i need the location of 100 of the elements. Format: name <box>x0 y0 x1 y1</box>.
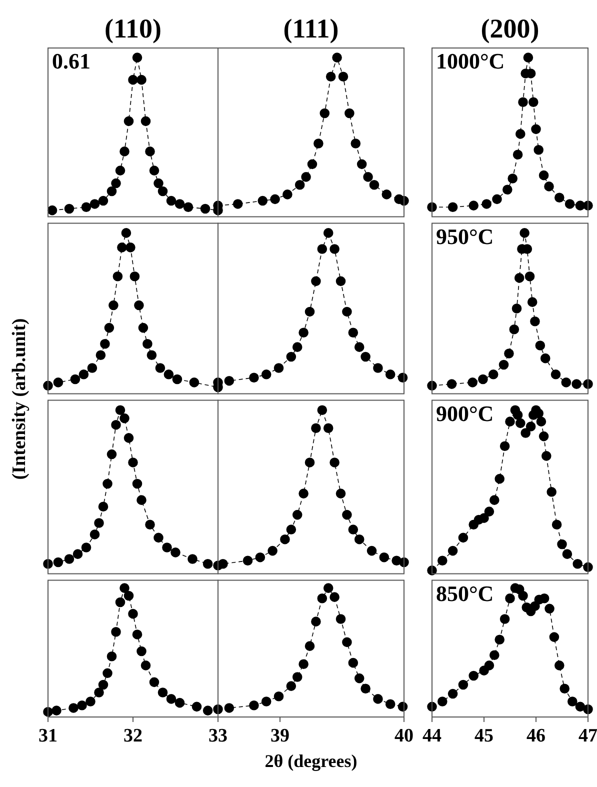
point <box>332 52 342 62</box>
point <box>149 166 160 176</box>
point <box>330 458 340 468</box>
point <box>154 178 164 188</box>
point <box>124 116 134 126</box>
x-tick-label: 31 <box>38 725 58 746</box>
point <box>98 680 108 690</box>
point <box>282 190 292 200</box>
point <box>172 374 182 384</box>
point <box>286 524 296 534</box>
point <box>138 322 148 333</box>
point <box>518 97 528 108</box>
point <box>562 549 572 559</box>
point <box>354 673 364 684</box>
point <box>494 474 504 484</box>
point <box>121 228 132 238</box>
annotation: 950°C <box>436 224 494 249</box>
point <box>192 702 202 712</box>
point <box>572 558 582 569</box>
point <box>158 186 168 196</box>
point <box>500 614 510 624</box>
point <box>94 688 104 698</box>
point <box>94 518 104 528</box>
x-tick-label: 44 <box>422 725 442 746</box>
point <box>561 378 572 388</box>
point <box>342 637 352 648</box>
point <box>557 539 567 550</box>
x-axis-title: 2θ (degrees) <box>264 750 358 771</box>
point <box>317 405 328 416</box>
point <box>130 271 140 282</box>
point <box>202 706 213 716</box>
point <box>311 423 321 434</box>
point <box>516 418 526 428</box>
point <box>200 204 210 214</box>
point <box>382 190 392 200</box>
point <box>534 144 544 155</box>
point <box>304 641 315 651</box>
point <box>575 702 586 712</box>
point <box>158 688 168 698</box>
point <box>336 614 346 624</box>
point <box>317 244 328 254</box>
x-tick-label: 47 <box>578 725 597 746</box>
point <box>81 202 92 212</box>
point <box>142 338 152 349</box>
point <box>311 616 321 626</box>
point <box>549 632 560 642</box>
point <box>379 552 390 562</box>
point <box>538 431 549 442</box>
point <box>112 271 123 282</box>
point <box>363 172 373 182</box>
point <box>518 590 528 601</box>
point <box>344 108 354 118</box>
chart-title: (110) <box>104 13 162 44</box>
point <box>301 172 311 182</box>
point <box>270 194 280 204</box>
annotation: 850°C <box>436 580 494 606</box>
point <box>554 192 564 202</box>
point <box>508 174 518 184</box>
point <box>458 680 468 690</box>
point <box>102 668 112 678</box>
point <box>224 703 234 713</box>
point <box>255 552 266 562</box>
point <box>146 350 157 360</box>
point <box>145 146 155 156</box>
point <box>520 428 530 438</box>
point <box>468 200 478 210</box>
point <box>120 583 130 593</box>
point <box>188 554 198 564</box>
point <box>550 370 561 380</box>
point <box>385 370 396 380</box>
point <box>90 199 100 209</box>
point <box>446 379 457 389</box>
point <box>539 593 550 604</box>
point <box>174 199 185 209</box>
x-tick-label: 45 <box>474 725 494 746</box>
point <box>64 554 74 564</box>
point <box>554 660 564 670</box>
point <box>514 273 524 283</box>
point <box>512 410 523 420</box>
point <box>504 348 514 358</box>
point <box>520 228 530 238</box>
point <box>498 360 509 370</box>
point <box>509 324 520 334</box>
point <box>132 52 142 62</box>
point <box>530 316 540 326</box>
point <box>500 441 510 452</box>
point <box>104 322 114 333</box>
point <box>274 691 284 702</box>
point <box>538 170 549 180</box>
point <box>258 196 268 206</box>
point <box>311 276 321 286</box>
point <box>145 520 155 530</box>
point <box>117 242 127 252</box>
point <box>468 670 478 681</box>
point <box>87 363 98 373</box>
point <box>505 416 515 426</box>
point <box>342 510 352 520</box>
point <box>438 556 448 566</box>
point <box>134 300 144 310</box>
point <box>527 297 538 307</box>
